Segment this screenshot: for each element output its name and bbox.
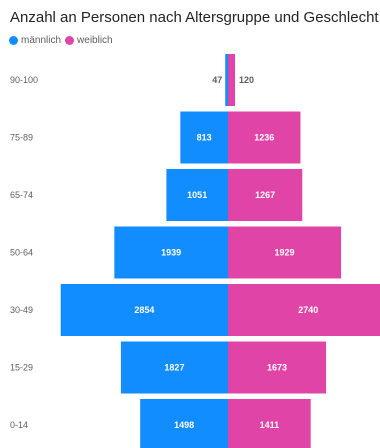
category-label-65-74: 65-74 xyxy=(10,190,33,200)
legend-swatch-male xyxy=(9,36,18,45)
bar-male-15-29[interactable] xyxy=(120,341,228,394)
category-label-50-64: 50-64 xyxy=(10,248,33,258)
bar-female-30-49[interactable] xyxy=(228,284,380,336)
bar-female-75-89[interactable] xyxy=(228,111,301,164)
value-label-male-90-100: 47 xyxy=(212,75,222,85)
value-label-male-0-14: 1498 xyxy=(174,420,194,430)
value-label-male-15-29: 1827 xyxy=(164,363,184,373)
chart-legend: männlich weiblich xyxy=(9,35,117,46)
value-label-female-15-29: 1673 xyxy=(267,363,287,373)
value-label-male-75-89: 813 xyxy=(197,133,212,143)
legend-label-female: weiblich xyxy=(77,35,113,46)
bar-female-50-64[interactable] xyxy=(228,226,342,279)
category-label-15-29: 15-29 xyxy=(10,363,33,373)
category-label-90-100: 90-100 xyxy=(10,75,38,85)
bar-male-30-49[interactable] xyxy=(60,284,229,336)
bar-female-15-29[interactable] xyxy=(228,341,327,394)
value-label-female-65-74: 1267 xyxy=(255,190,275,200)
value-label-male-65-74: 1051 xyxy=(187,190,207,200)
bar-female-0-14[interactable] xyxy=(228,399,311,448)
bar-female-90-100[interactable] xyxy=(228,54,236,106)
value-label-female-50-64: 1929 xyxy=(275,248,295,258)
value-label-female-0-14: 1411 xyxy=(260,420,280,430)
value-label-male-50-64: 1939 xyxy=(161,248,181,258)
bar-male-75-89[interactable] xyxy=(180,111,228,164)
value-label-female-75-89: 1236 xyxy=(254,133,274,143)
value-label-female-90-100: 120 xyxy=(239,75,254,85)
bar-male-50-64[interactable] xyxy=(114,226,228,279)
bar-male-65-74[interactable] xyxy=(166,169,228,221)
legend-swatch-female xyxy=(65,36,75,45)
legend-item-female[interactable]: weiblich xyxy=(65,35,113,46)
bar-female-65-74[interactable] xyxy=(228,169,303,221)
legend-label-male: männlich xyxy=(21,35,62,46)
category-label-75-89: 75-89 xyxy=(10,133,33,143)
chart-title: Anzahl an Personen nach Altersgruppe und… xyxy=(10,9,379,26)
category-label-0-14: 0-14 xyxy=(10,420,28,430)
value-label-female-30-49: 2740 xyxy=(298,305,318,315)
bar-male-0-14[interactable] xyxy=(140,399,228,448)
legend-item-male[interactable]: männlich xyxy=(9,35,61,46)
value-label-male-30-49: 2854 xyxy=(134,305,154,315)
bar-male-90-100[interactable] xyxy=(225,54,228,106)
category-label-30-49: 30-49 xyxy=(10,305,33,315)
